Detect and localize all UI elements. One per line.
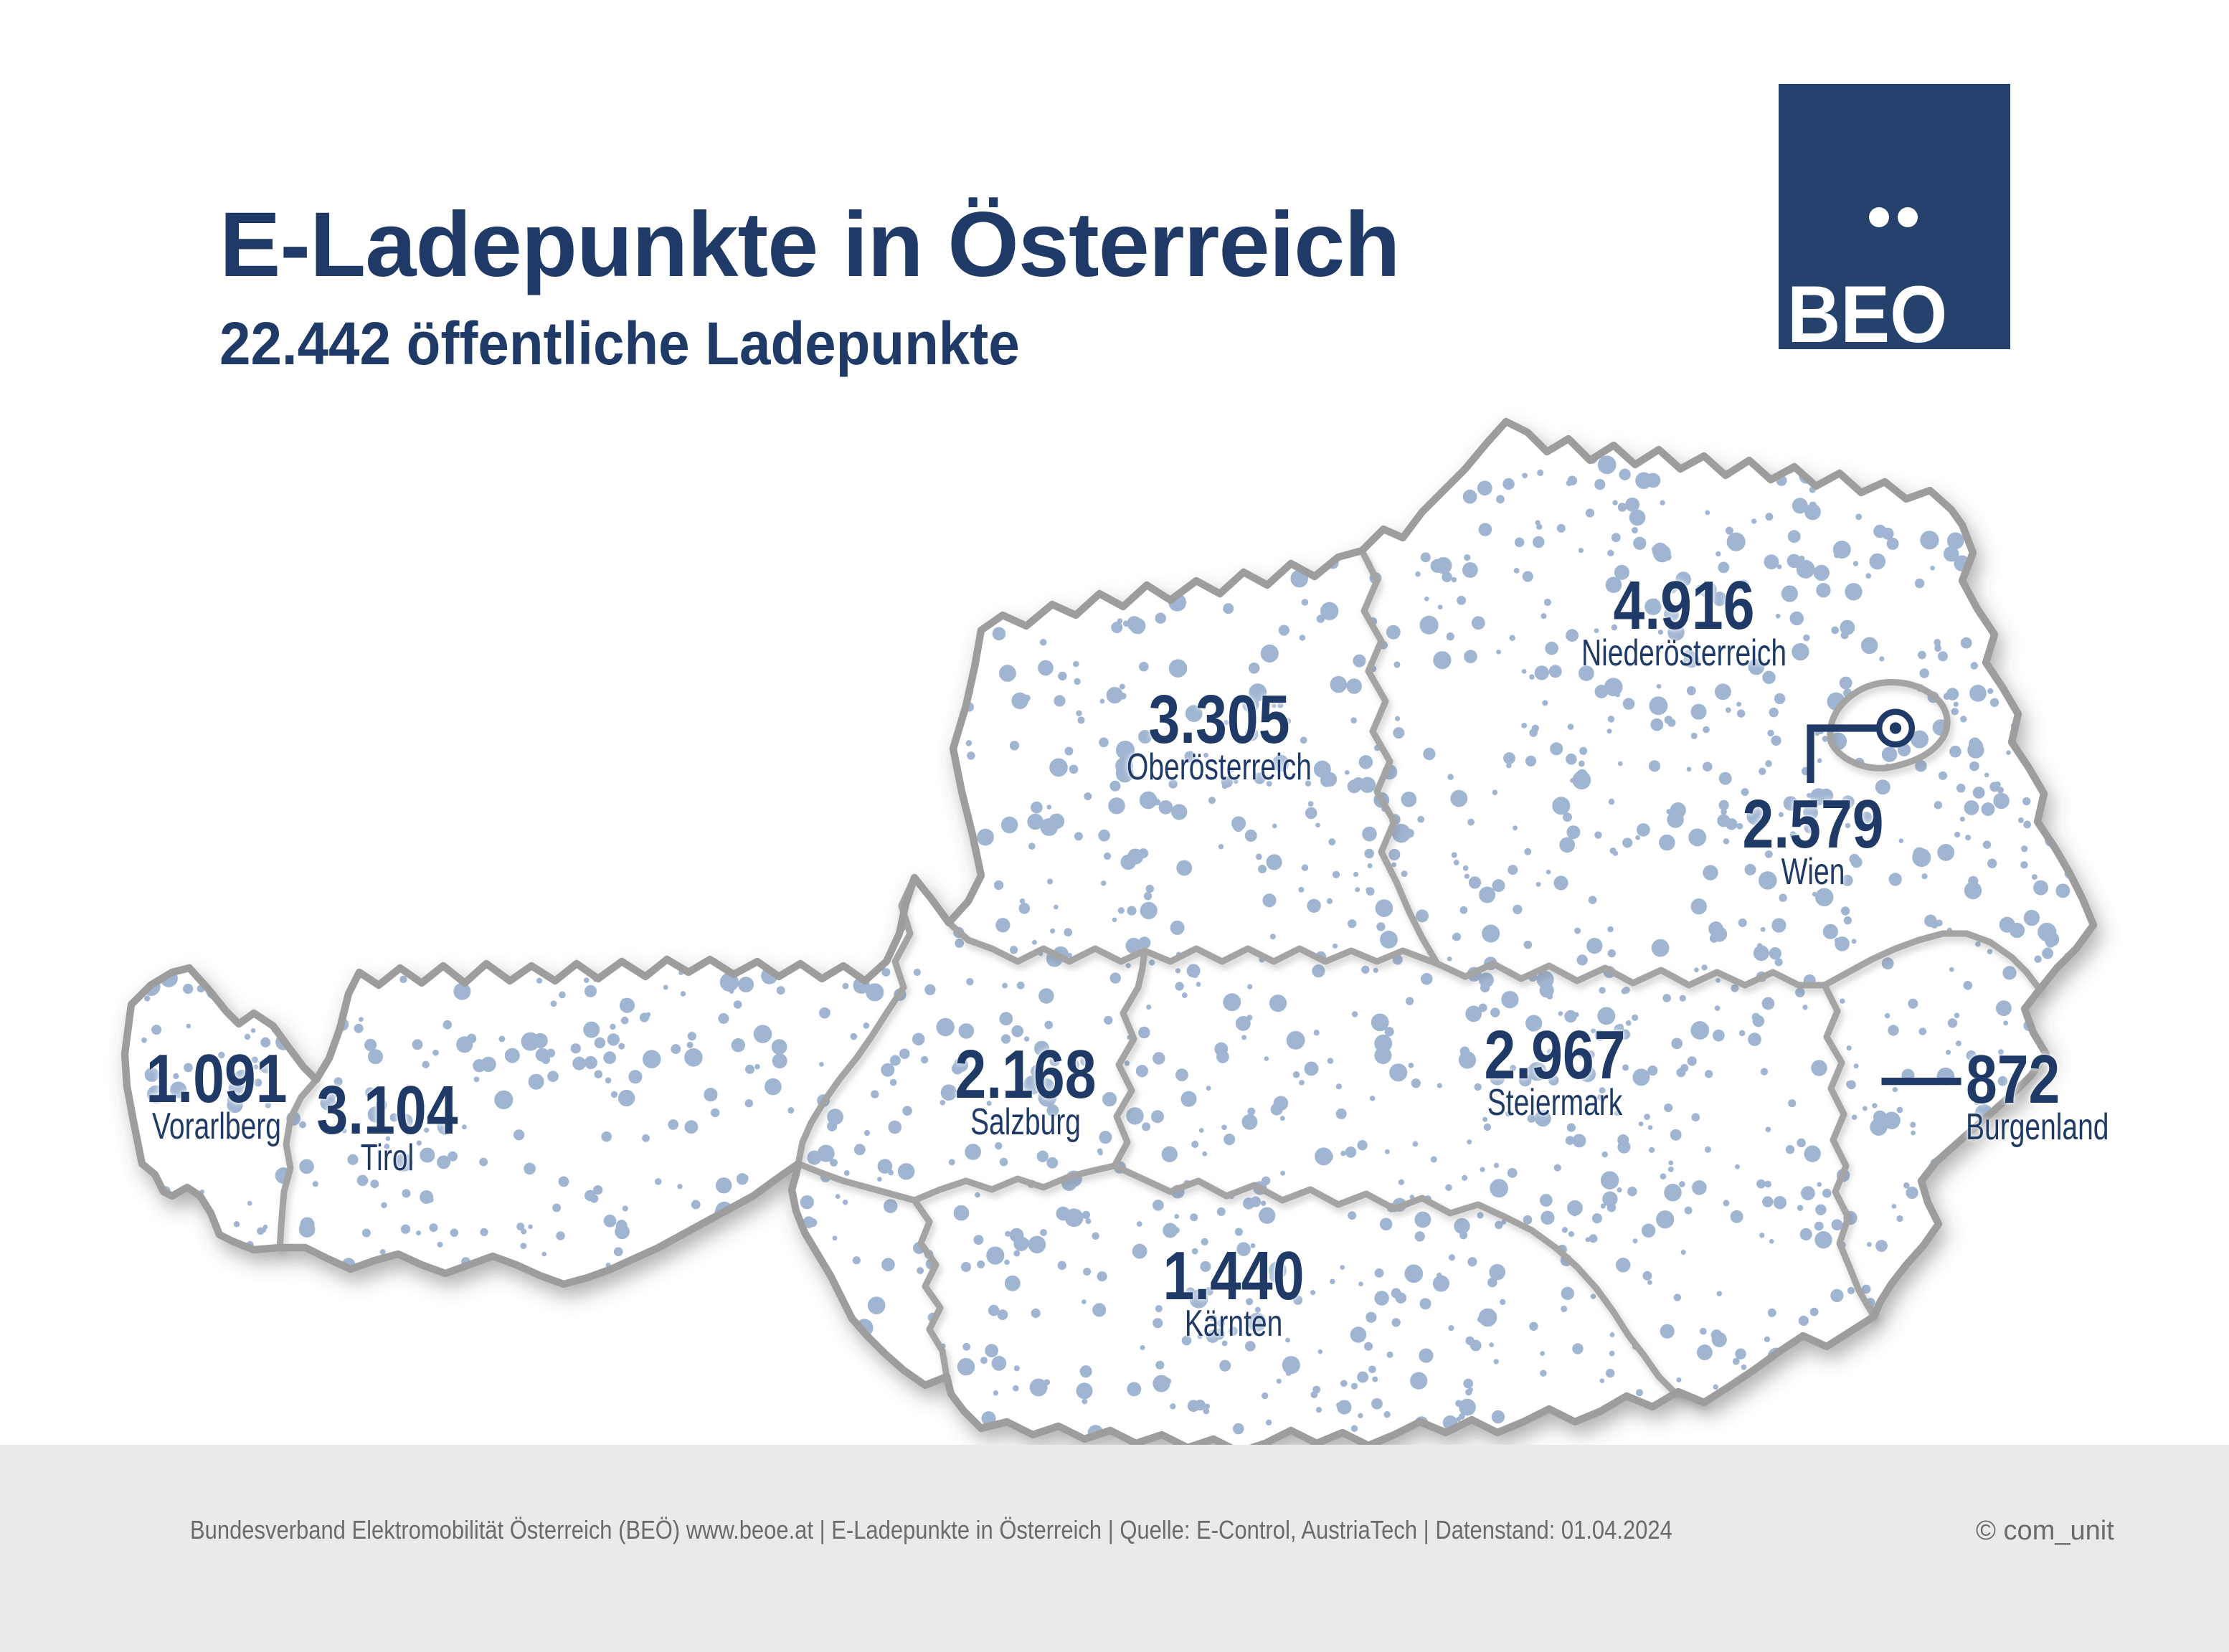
state-label-salzburg: 2.168 Salzburg <box>940 1036 1112 1143</box>
niederoesterreich-name: Niederösterreich <box>1581 632 1787 674</box>
salzburg-value: 2.168 <box>955 1036 1097 1113</box>
steiermark-value: 2.967 <box>1484 1017 1626 1093</box>
state-label-wien: 2.579 Wien <box>1727 786 1899 893</box>
footer: Bundesverband Elektromobilität Österreic… <box>0 1445 2229 1652</box>
border-salzburg-kaernten <box>911 1162 1118 1204</box>
border-vorarlberg-tirol <box>276 1076 320 1251</box>
state-label-niederoesterreich: 4.916 Niederösterreich <box>1547 567 1821 674</box>
border-steiermark-burgenland <box>1821 982 1878 1320</box>
footer-credits: Bundesverband Elektromobilität Österreic… <box>190 1515 1672 1544</box>
niederoesterreich-value: 4.916 <box>1613 567 1755 644</box>
wien-callout <box>1807 708 1916 783</box>
oberoesterreich-value: 3.305 <box>1148 681 1290 758</box>
footer-copyright: © com_unit <box>1976 1516 2114 1546</box>
page-title: E-Ladepunkte in Österreich <box>219 194 1400 296</box>
wien-value: 2.579 <box>1742 786 1884 863</box>
vorarlberg-name: Vorarlberg <box>152 1105 281 1147</box>
state-label-oberoesterreich: 3.305 Oberösterreich <box>1096 681 1343 788</box>
logo-umlaut-dot-left <box>1869 207 1889 227</box>
oberoesterreich-name: Oberösterreich <box>1127 746 1312 788</box>
beo-logo: BEO <box>1779 84 2010 355</box>
steiermark-name: Steiermark <box>1487 1081 1623 1124</box>
wien-callout-line <box>1807 724 1878 783</box>
border-wien <box>1827 679 1951 772</box>
border-niederoesterreich-steiermark <box>1434 960 1828 989</box>
logo-umlaut-dot-right <box>1898 207 1918 227</box>
burgenland-value: 872 <box>1966 1041 2060 1118</box>
logo-text: BEO <box>1787 270 1948 359</box>
wien-marker-dot <box>1889 722 1902 734</box>
salzburg-name: Salzburg <box>970 1101 1081 1143</box>
border-tirol-salzburg <box>795 874 918 1167</box>
border-oberoesterreich-niederoesterreich <box>1358 547 1441 967</box>
state-label-burgenland: 872 Burgenland <box>1966 1041 2157 1148</box>
wien-name: Wien <box>1781 850 1845 893</box>
border-salzburg-oberoesterreich <box>945 919 1148 965</box>
kaernten-value: 1.440 <box>1163 1238 1305 1314</box>
border-oberoesterreich-steiermark <box>1141 945 1441 967</box>
state-label-vorarlberg: 1.091 Vorarlberg <box>131 1040 303 1147</box>
page-subtitle: 22.442 öffentliche Ladepunkte <box>219 310 1020 377</box>
tirol-value: 3.104 <box>316 1072 458 1149</box>
austria-outline-stroke <box>120 417 2098 1456</box>
border-kaernten-steiermark <box>1111 1162 1708 1406</box>
austria-outline <box>120 417 2098 1456</box>
vorarlberg-value: 1.091 <box>146 1040 288 1117</box>
state-label-kaernten: 1.440 Kärnten <box>1147 1238 1320 1344</box>
border-niederoesterreich-burgenland <box>1821 930 2043 993</box>
kaernten-name: Kärnten <box>1184 1302 1283 1344</box>
state-label-tirol: 3.104 Tirol <box>301 1072 473 1179</box>
burgenland-name: Burgenland <box>1966 1106 2109 1148</box>
state-borders <box>276 547 2043 1406</box>
state-label-steiermark: 2.967 Steiermark <box>1464 1017 1644 1124</box>
border-osttirol-kaernten <box>911 1197 950 1380</box>
border-salzburg-osttirol <box>795 1160 918 1204</box>
border-salzburg-steiermark <box>1111 947 1148 1169</box>
tirol-name: Tirol <box>360 1136 415 1179</box>
